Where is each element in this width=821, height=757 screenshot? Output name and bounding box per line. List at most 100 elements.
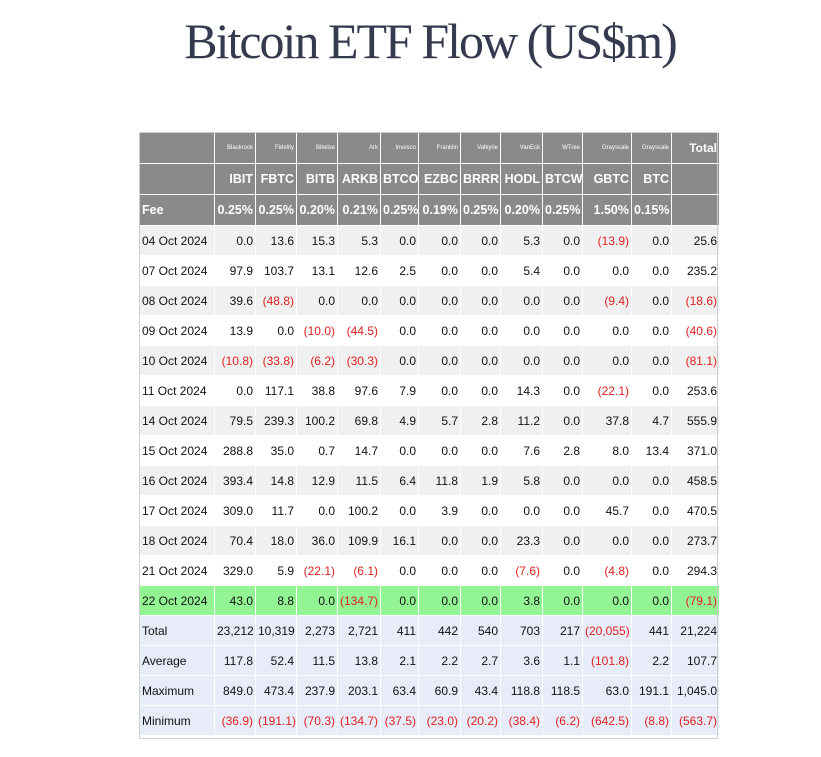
flow-cell: 36.0	[296, 525, 338, 556]
stats-cell: 703	[500, 615, 543, 646]
flow-cell: (134.7)	[337, 585, 381, 616]
stats-label: Maximum	[139, 675, 215, 706]
stats-cell: 3.6	[500, 645, 543, 676]
flow-cell: 2.8	[542, 435, 583, 466]
flow-cell: 70.4	[214, 525, 256, 556]
flow-cell: 0.0	[542, 525, 583, 556]
flow-cell: (13.9)	[582, 225, 632, 256]
flow-cell: 0.0	[542, 405, 583, 436]
header-corner	[139, 132, 215, 164]
stats-cell: (36.9)	[214, 705, 256, 736]
flow-cell: 38.8	[296, 375, 338, 406]
stats-cell: (6.2)	[542, 705, 583, 736]
flow-cell: 0.0	[460, 285, 501, 316]
flow-cell: 0.0	[631, 255, 672, 286]
flow-cell: 0.0	[418, 525, 461, 556]
flow-cell: 0.0	[631, 585, 672, 616]
flow-cell: 14.3	[500, 375, 543, 406]
stats-row: Average 117.8 52.4 11.5 13.8 2.1 2.2 2.7 3.6 1.1(…	[139, 645, 720, 676]
stats-cell: (70.3)	[296, 705, 338, 736]
stats-row: Total 23,212 10,319 2,273 2,721 411 442 540 703 2…	[139, 615, 720, 646]
flow-cell: 43.0	[214, 585, 256, 616]
stats-cell: 473.4	[255, 675, 297, 706]
stats-cell: 118.5	[542, 675, 583, 706]
issuer-header: Grayscale	[631, 132, 672, 164]
stats-cell: 441	[631, 615, 672, 646]
row-date: 17 Oct 2024	[139, 495, 215, 526]
flow-cell: 0.0	[631, 525, 672, 556]
fee-cell: 0.25%	[460, 194, 501, 226]
flow-cell: 5.3	[337, 225, 381, 256]
flow-cell: 35.0	[255, 435, 297, 466]
stats-cell: 2.7	[460, 645, 501, 676]
flow-cell: 97.9	[214, 255, 256, 286]
fee-header-row: Fee 0.25% 0.25% 0.20% 0.21% 0.25% 0.19% 0.25% 0…	[139, 194, 720, 226]
table-row: 16 Oct 2024 393.4 14.8 12.9 11.5 6.4 11.8 1.9 5.…	[139, 465, 720, 496]
flow-cell: 0.0	[418, 375, 461, 406]
row-total: 458.5	[671, 465, 720, 496]
flow-cell: 0.0	[500, 315, 543, 346]
table-row: 08 Oct 2024 39.6 (48.8) 0.0 0.0 0.0 0.0 0.0 0.0 0…	[139, 285, 720, 316]
row-date: 11 Oct 2024	[139, 375, 215, 406]
flow-cell: 45.7	[582, 495, 632, 526]
flow-cell: 117.1	[255, 375, 297, 406]
flow-cell: 0.0	[380, 315, 419, 346]
stats-cell: (642.5)	[582, 705, 632, 736]
flow-cell: 39.6	[214, 285, 256, 316]
flow-cell: 8.8	[255, 585, 297, 616]
etf-flow-table: Blackrock Fidelity Bitwise Ark Invesco Frankl…	[139, 132, 720, 736]
ticker-header: GBTC	[582, 163, 632, 195]
flow-cell: 13.9	[214, 315, 256, 346]
issuer-header: Franklin	[418, 132, 461, 164]
ticker-header: HODL	[500, 163, 543, 195]
table-row: 17 Oct 2024 309.0 11.7 0.0 100.2 0.0 3.9 0.0 0.0…	[139, 495, 720, 526]
flow-cell: 11.5	[337, 465, 381, 496]
flow-cell: 0.0	[631, 315, 672, 346]
header-corner	[139, 163, 215, 195]
flow-cell: 100.2	[296, 405, 338, 436]
flow-cell: 0.7	[296, 435, 338, 466]
flow-cell: 0.0	[500, 285, 543, 316]
flow-cell: 0.0	[582, 465, 632, 496]
stats-total: (563.7)	[671, 705, 720, 736]
stats-cell: 2.2	[418, 645, 461, 676]
flow-cell: 18.0	[255, 525, 297, 556]
flow-cell: (10.0)	[296, 315, 338, 346]
stats-label: Minimum	[139, 705, 215, 736]
flow-cell: 0.0	[542, 375, 583, 406]
flow-cell: 3.9	[418, 495, 461, 526]
stats-cell: 11.5	[296, 645, 338, 676]
fee-cell: 0.20%	[296, 194, 338, 226]
flow-cell: (10.8)	[214, 345, 256, 376]
stats-cell: 849.0	[214, 675, 256, 706]
issuer-header: Ark	[337, 132, 381, 164]
stats-cell: 117.8	[214, 645, 256, 676]
issuer-header: Fidelity	[255, 132, 297, 164]
stats-cell: 63.4	[380, 675, 419, 706]
flow-cell: (6.2)	[296, 345, 338, 376]
stats-cell: (37.5)	[380, 705, 419, 736]
flow-cell: 0.0	[542, 315, 583, 346]
ticker-header: IBIT	[214, 163, 256, 195]
flow-cell: 0.0	[542, 555, 583, 586]
flow-cell: 0.0	[631, 465, 672, 496]
issuer-header: VanEck	[500, 132, 543, 164]
stats-cell: 118.8	[500, 675, 543, 706]
flow-cell: 0.0	[460, 525, 501, 556]
stats-cell: 191.1	[631, 675, 672, 706]
flow-cell: 0.0	[380, 435, 419, 466]
issuer-header: Grayscale	[582, 132, 632, 164]
fee-cell-blank	[671, 194, 720, 226]
table-row: 18 Oct 2024 70.4 18.0 36.0 109.9 16.1 0.0 0.0 23…	[139, 525, 720, 556]
stats-cell: 63.0	[582, 675, 632, 706]
flow-cell: 329.0	[214, 555, 256, 586]
flow-cell: 0.0	[631, 375, 672, 406]
row-date: 18 Oct 2024	[139, 525, 215, 556]
stats-cell: 1.1	[542, 645, 583, 676]
flow-cell: 0.0	[460, 375, 501, 406]
flow-cell: 0.0	[542, 225, 583, 256]
flow-cell: 0.0	[418, 435, 461, 466]
flow-cell: 11.2	[500, 405, 543, 436]
flow-cell: 4.7	[631, 405, 672, 436]
flow-cell: 0.0	[418, 225, 461, 256]
